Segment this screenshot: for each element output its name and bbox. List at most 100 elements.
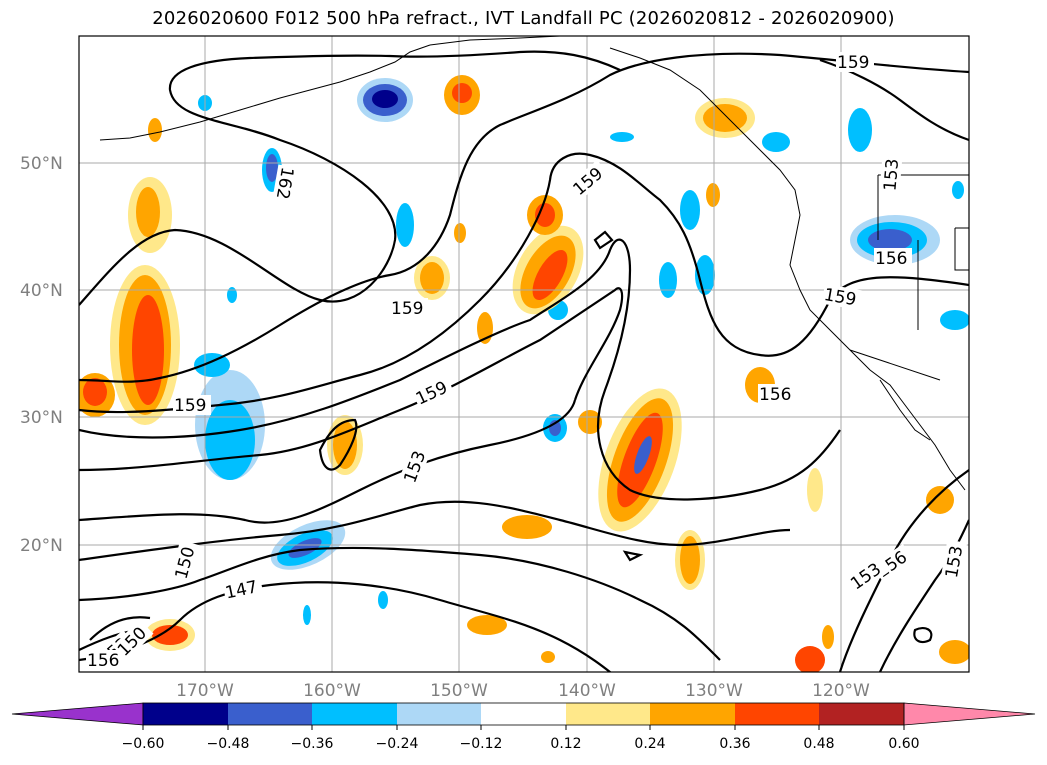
lon-label-160w: 160°W <box>303 681 361 701</box>
contour-label-1: 159 <box>837 53 869 73</box>
colorbar-bin-9 <box>819 703 904 725</box>
blue-anomaly-b18 <box>303 605 311 625</box>
contour-label-bg-6 <box>821 283 863 311</box>
blue-anomaly-b2 <box>205 400 255 480</box>
contour-label-bg-18 <box>86 650 124 670</box>
blue-anomaly-aleut-core <box>266 154 278 182</box>
colorbar-bin-4 <box>397 703 481 725</box>
orange-anomaly-o8 <box>703 104 747 132</box>
map-frame <box>78 35 970 673</box>
orange-anomaly-west-core <box>132 295 164 405</box>
lon-label-170w: 170°W <box>176 681 234 701</box>
lon-label-140w: 140°W <box>558 681 616 701</box>
colorbar-label-9: 0.48 <box>803 736 834 752</box>
colorbar-bin-2 <box>228 703 312 725</box>
contour-153-b <box>79 500 791 562</box>
colorbar-bin-3 <box>312 703 397 725</box>
orange-anomaly-o14 <box>795 646 825 672</box>
orange-anomaly-o19 <box>807 468 823 512</box>
contour-156-b <box>79 287 624 472</box>
colorbar-bin-8 <box>735 703 819 725</box>
blue-anomaly-gulf-peak <box>372 90 398 108</box>
contour-lines <box>79 50 969 672</box>
contour-north-b <box>79 52 969 383</box>
colorbar: −0.60 −0.48 −0.36 −0.24 −0.12 0.12 0.24 … <box>11 702 1036 752</box>
orange-anomaly-o13 <box>467 615 507 635</box>
colorbar-label-1: −0.60 <box>122 736 165 752</box>
lat-axis-labels: 50°N 40°N 30°N 20°N <box>20 154 63 556</box>
orange-anomaly-o6 <box>420 262 444 294</box>
blue-anomaly-b10 <box>848 108 872 152</box>
contour-147 <box>79 581 612 672</box>
colorbar-label-8: 0.36 <box>719 736 750 752</box>
contour-southwest-a <box>89 616 151 641</box>
contour-label-bg-3 <box>390 298 428 318</box>
orange-anomaly-o11 <box>502 515 552 539</box>
contour-label-bg-11 <box>845 555 889 595</box>
colorbar-extend-max <box>903 702 1036 726</box>
colorbar-label-4: −0.24 <box>376 736 419 752</box>
orange-anomaly-o2-core <box>532 250 568 300</box>
colorbar-extend-min <box>11 702 144 726</box>
blue-anomaly-b1 <box>396 203 414 247</box>
colorbar-label-6: 0.12 <box>550 736 581 752</box>
contour-159-main <box>79 152 969 414</box>
blue-anomaly-b3 <box>194 353 230 377</box>
orange-anomaly-o21 <box>706 183 720 207</box>
contour-label-bg-13 <box>879 153 903 193</box>
contour-label-bg-5 <box>411 374 455 410</box>
blue-anomaly-b4-core <box>288 538 322 558</box>
contour-small-loop-1 <box>318 418 358 471</box>
orange-anomaly-o22 <box>148 118 162 142</box>
contour-label-bg-1 <box>836 52 874 72</box>
contour-label-bg-2 <box>568 160 610 200</box>
orange-anomaly-o20 <box>822 625 834 649</box>
contour-label-18: 156 <box>87 651 119 671</box>
contour-label-bg-8 <box>758 384 796 404</box>
contour-label-bg-17 <box>222 575 264 603</box>
colorbar-label-7: 0.24 <box>634 736 665 752</box>
colorbar-bin-1 <box>143 703 228 725</box>
border-state-3 <box>954 227 969 271</box>
blue-anomaly-b6 <box>680 190 700 230</box>
contour-small-loop-2 <box>593 230 614 250</box>
graticule <box>79 36 969 672</box>
contour-label-bg-4 <box>173 395 211 415</box>
coastline-aleutians-alaska <box>99 44 431 141</box>
blue-anomaly-b17 <box>378 591 388 609</box>
orange-anomaly-o24 <box>541 651 555 663</box>
lat-label-50n: 50°N <box>20 154 63 174</box>
coastline-alaska-north <box>429 36 561 46</box>
blue-anomaly-b13 <box>610 132 634 142</box>
colorbar-bin-7 <box>650 703 735 725</box>
colorbar-bin-5 <box>481 703 566 725</box>
blue-anomaly-b16 <box>227 287 237 303</box>
contour-small-loop-4 <box>913 626 933 644</box>
lon-label-150w: 150°W <box>430 681 488 701</box>
orange-anomaly-o4-peak <box>634 436 652 474</box>
orange-anomaly-o18 <box>578 410 602 434</box>
blue-anomaly-b9-core <box>868 229 912 251</box>
lon-label-120w: 120°W <box>812 681 870 701</box>
colorbar-label-3: −0.36 <box>291 736 334 752</box>
orange-anomaly-o10 <box>680 536 700 584</box>
orange-anomaly-o16 <box>939 640 969 664</box>
lat-label-30n: 30°N <box>20 408 63 428</box>
contour-153-a <box>79 399 577 524</box>
orange-anomaly-o15 <box>926 486 954 514</box>
colorbar-label-10: 0.60 <box>888 736 919 752</box>
orange-anomaly-o1-core <box>136 187 160 237</box>
blue-anomaly-b8 <box>695 255 715 295</box>
lon-axis-labels: 170°W 160°W 150°W 140°W 130°W 120°W <box>176 681 870 701</box>
colorbar-bin-6 <box>566 703 650 725</box>
colorbar-label-2: −0.48 <box>207 736 250 752</box>
contour-label-4: 159 <box>174 396 206 416</box>
contour-label-bg-19 <box>271 164 299 206</box>
orange-anomaly-o5 <box>333 421 357 469</box>
contour-label-bg-7 <box>874 248 912 268</box>
border-us-mexico <box>849 349 941 381</box>
contour-small-loop-3 <box>622 550 644 562</box>
blue-anomaly-b7 <box>659 262 677 298</box>
contour-156-a <box>79 238 841 501</box>
